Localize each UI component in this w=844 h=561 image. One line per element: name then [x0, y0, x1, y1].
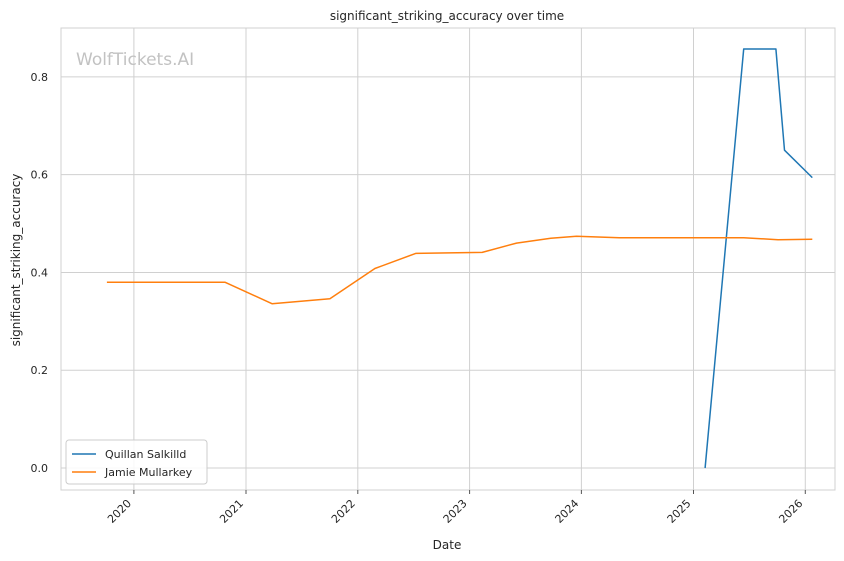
legend-box [65, 439, 208, 485]
chart-title: significant_striking_accuracy over time [330, 9, 564, 23]
y-tick-label: 0.4 [31, 266, 49, 279]
series-line-jamie-mullarkey [106, 235, 813, 305]
series-line-quillan-salkilld [704, 48, 813, 469]
y-tick-label: 0.8 [31, 71, 49, 84]
y-tick-label: 0.0 [31, 462, 49, 475]
y-axis-label: significant_striking_accuracy [9, 174, 23, 347]
legend-label-quillan-salkilld: Quillan Salkilld [105, 448, 186, 461]
watermark-text: WolfTickets.AI [76, 50, 194, 70]
y-tick-label: 0.2 [31, 364, 49, 377]
legend-label-jamie-mullarkey: Jamie Mullarkey [104, 466, 193, 479]
legend: Quillan Salkilld Jamie Mullarkey [65, 439, 208, 485]
y-axis-ticks: 0.0 0.2 0.4 0.6 0.8 [31, 71, 49, 475]
plot-area-frame [60, 27, 836, 491]
x-axis-label: Date [433, 538, 462, 552]
series-lines [106, 48, 813, 469]
y-tick-label: 0.6 [31, 169, 49, 182]
